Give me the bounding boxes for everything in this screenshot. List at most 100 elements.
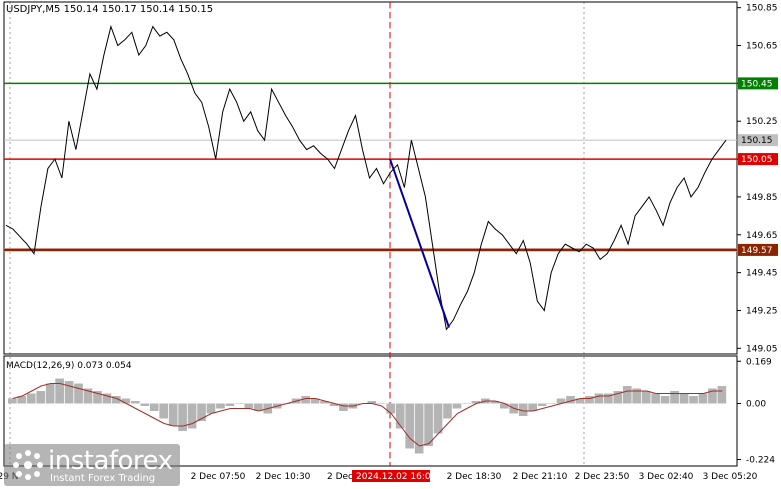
main-panel-frame — [3, 1, 738, 355]
macd-y-tick-label: -0.224 — [746, 456, 775, 466]
macd-bar — [698, 393, 708, 404]
macd-bar — [443, 403, 452, 419]
macd-bar — [244, 403, 254, 409]
price-label-box — [738, 153, 778, 166]
logo-tagline: Instant Forex Trading — [50, 473, 156, 484]
macd-bar — [499, 403, 509, 409]
macd-bar — [424, 403, 433, 446]
x-tick-label: 3 Dec 02:40 — [639, 472, 694, 482]
macd-bar — [178, 403, 187, 431]
macd-bar — [632, 388, 642, 404]
x-tick-label: 2 Dec 07:50 — [191, 472, 246, 482]
macd-bar — [64, 381, 74, 404]
macd-bar — [708, 388, 717, 404]
macd-bar — [528, 403, 537, 411]
macd-bar — [679, 393, 689, 404]
price-label-text: 150.45 — [741, 79, 773, 89]
macd-bar — [414, 403, 424, 454]
instaforex-logo: instaforex Instant Forex Trading — [4, 444, 180, 486]
macd-bar — [547, 403, 556, 404]
macd-bar — [26, 393, 36, 404]
macd-bar — [566, 396, 575, 404]
y-tick-label: 150.25 — [746, 117, 778, 127]
macd-bar — [17, 396, 27, 404]
time-marker-label: 2024.12.02 16:00 — [356, 472, 437, 482]
macd-bar — [689, 396, 698, 404]
macd-bar — [622, 386, 632, 404]
macd-bar — [329, 403, 339, 406]
macd-bar — [168, 403, 178, 426]
logo-wordmark: instaforex — [48, 446, 173, 476]
macd-bar — [452, 403, 462, 409]
time-marker-label-box — [352, 470, 430, 482]
macd-bar — [206, 403, 216, 414]
macd-bar — [197, 403, 206, 421]
macd-bar — [405, 403, 415, 449]
x-tick-label: 3 Dec 05:20 — [703, 472, 758, 482]
price-label-box — [738, 134, 778, 147]
macd-bar — [604, 393, 613, 404]
macd-signal-line — [12, 383, 723, 447]
macd-header: MACD(12,26,9) 0.073 0.054 — [6, 361, 132, 371]
macd-bar — [225, 403, 235, 406]
symbol-ohlc-header: USDJPY,M5 150.14 150.17 150.14 150.15 — [6, 4, 214, 15]
price-label-text: 150.05 — [741, 155, 773, 165]
x-tick-label: 2 Dec 23:50 — [575, 472, 630, 482]
y-tick-label: 149.85 — [746, 193, 778, 203]
trend-line — [389, 158, 450, 328]
macd-bar — [395, 403, 405, 429]
macd-bar — [660, 396, 670, 404]
macd-bar — [320, 401, 329, 404]
macd-bar — [594, 393, 604, 404]
macd-bar — [8, 398, 17, 404]
price-label-text: 149.57 — [741, 246, 773, 256]
x-tick-label: 2 Dec 18:30 — [447, 472, 502, 482]
price-line — [5, 24, 727, 331]
macd-bar — [187, 403, 197, 429]
macd-bar — [130, 401, 140, 404]
macd-bar — [102, 393, 112, 404]
macd-bar — [36, 391, 46, 404]
macd-y-tick-label: 0.00 — [746, 400, 766, 410]
macd-bar — [575, 398, 585, 404]
macd-bar — [717, 386, 727, 404]
macd-bar — [537, 403, 547, 406]
y-tick-label: 149.25 — [746, 306, 778, 316]
macd-bar — [149, 403, 159, 411]
macd-bar — [216, 403, 225, 409]
macd-bar — [651, 393, 660, 404]
macd-bar — [490, 401, 500, 404]
macd-panel-frame — [3, 355, 738, 467]
x-tick-label: 2 Dec 21:10 — [513, 472, 568, 482]
macd-bar — [386, 403, 396, 414]
y-tick-label: 149.65 — [746, 231, 778, 241]
macd-bar — [235, 403, 244, 404]
y-tick-label: 150.85 — [746, 4, 778, 14]
macd-bar — [367, 401, 377, 404]
y-tick-label: 149.05 — [746, 344, 778, 354]
price-label-box — [738, 243, 778, 256]
macd-bar — [433, 403, 443, 434]
macd-bar — [301, 396, 310, 404]
macd-bar — [140, 403, 150, 406]
macd-bar — [310, 398, 320, 404]
x-tick-label: 2 Dec — [327, 472, 353, 482]
y-tick-label: 149.45 — [746, 269, 778, 279]
logo-dots-icon — [13, 450, 43, 480]
macd-bar — [45, 383, 55, 404]
macd-bar — [585, 396, 594, 404]
macd-bar — [641, 391, 651, 404]
macd-bar — [556, 398, 566, 404]
macd-bar — [159, 403, 169, 419]
macd-bar — [112, 396, 121, 404]
macd-bar — [121, 398, 131, 404]
macd-bar — [670, 391, 679, 404]
macd-bar — [376, 403, 386, 404]
macd-bar — [518, 403, 528, 416]
macd-bar — [613, 391, 623, 404]
x-tick-label: 2 Dec 10:30 — [256, 472, 311, 482]
macd-y-tick-label: 0.169 — [746, 357, 772, 367]
macd-bar — [93, 391, 102, 404]
price-label-text: 150.15 — [741, 136, 773, 146]
